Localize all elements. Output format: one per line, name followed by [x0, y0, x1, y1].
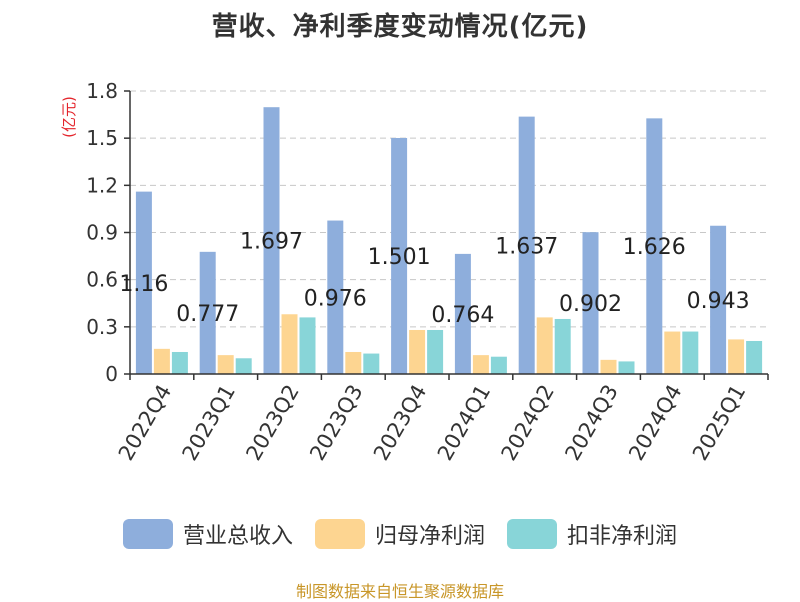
- bar-revenue: [135, 191, 152, 374]
- data-label-revenue: 0.976: [304, 286, 367, 311]
- x-tick-label: 2023Q3: [305, 381, 367, 465]
- bar-deducted-profit: [427, 329, 444, 374]
- legend-item-deducted-profit[interactable]: 扣非净利润: [507, 518, 677, 550]
- bar-net-profit: [281, 314, 298, 374]
- x-tick-label: 2023Q1: [178, 381, 240, 465]
- x-tick-label: 2025Q1: [688, 381, 750, 465]
- bar-net-profit: [472, 355, 489, 374]
- bar-deducted-profit: [171, 351, 188, 374]
- y-tick-label: 0: [105, 362, 118, 386]
- bar-net-profit: [728, 339, 745, 374]
- bar-revenue: [710, 225, 727, 374]
- bar-net-profit: [217, 355, 234, 374]
- y-tick-label: 0.9: [86, 221, 118, 245]
- y-tick-label: 1.8: [86, 79, 118, 103]
- legend-label-net-profit: 归母净利润: [374, 524, 485, 549]
- bar-deducted-profit: [235, 358, 252, 374]
- data-label-revenue: 1.16: [119, 272, 168, 297]
- bar-net-profit: [536, 317, 553, 374]
- bar-deducted-profit: [746, 340, 763, 374]
- x-tick-label: 2024Q4: [624, 381, 686, 465]
- x-tick-label: 2022Q4: [114, 381, 176, 465]
- bars: [135, 107, 763, 375]
- bar-revenue: [391, 138, 408, 374]
- bar-net-profit: [153, 348, 170, 374]
- data-label-revenue: 1.501: [368, 245, 431, 270]
- bar-revenue: [582, 232, 599, 374]
- x-tick-label: 2024Q3: [560, 381, 622, 465]
- bar-revenue: [199, 251, 216, 374]
- data-label-revenue: 0.943: [687, 289, 750, 314]
- y-axis-unit-label: (亿元): [60, 96, 78, 138]
- legend-swatch-deducted-profit: [507, 519, 557, 549]
- bar-deducted-profit: [554, 318, 571, 374]
- y-tick-label: 1.5: [86, 126, 118, 150]
- x-tick-label: 2024Q1: [433, 381, 495, 465]
- data-label-revenue: 1.637: [495, 234, 558, 259]
- legend: 营业总收入 归母净利润 扣非净利润: [0, 518, 800, 550]
- legend-label-deducted-profit: 扣非净利润: [567, 524, 678, 549]
- data-label-revenue: 1.626: [623, 235, 686, 260]
- data-label-revenue: 0.777: [176, 302, 239, 327]
- bar-revenue: [454, 253, 471, 374]
- grid-lines: [130, 90, 768, 328]
- x-tick-label: 2023Q2: [241, 381, 303, 465]
- data-label-revenue: 0.902: [559, 292, 622, 317]
- x-tick-label: 2023Q4: [369, 381, 431, 465]
- bar-revenue: [327, 220, 344, 374]
- data-label-revenue: 0.764: [431, 303, 494, 328]
- chart-title: 营收、净利季度变动情况(亿元): [211, 12, 589, 42]
- y-tick-label: 0.3: [86, 315, 118, 339]
- y-tick-label: 0.6: [86, 268, 118, 292]
- bar-revenue: [518, 116, 535, 374]
- data-source-note: 制图数据来自恒生聚源数据库: [295, 582, 504, 601]
- bar-deducted-profit: [363, 353, 380, 374]
- x-tick-label: 2024Q2: [497, 381, 559, 465]
- bar-revenue: [263, 107, 280, 375]
- bar-deducted-profit: [299, 317, 316, 374]
- legend-item-net-profit[interactable]: 归母净利润: [314, 518, 485, 550]
- bar-deducted-profit: [490, 356, 507, 374]
- bar-revenue: [646, 118, 663, 375]
- bar-net-profit: [345, 351, 362, 374]
- bar-deducted-profit: [682, 331, 699, 374]
- bar-net-profit: [600, 359, 617, 374]
- bar-net-profit: [409, 329, 426, 374]
- data-label-revenue: 1.697: [240, 230, 303, 255]
- legend-item-revenue[interactable]: 营业总收入: [122, 518, 293, 550]
- bar-deducted-profit: [618, 361, 635, 374]
- legend-label-revenue: 营业总收入: [182, 524, 293, 549]
- bar-net-profit: [664, 331, 681, 374]
- y-tick-label: 1.2: [86, 173, 118, 197]
- legend-swatch-revenue: [122, 519, 173, 549]
- legend-swatch-net-profit: [314, 519, 365, 549]
